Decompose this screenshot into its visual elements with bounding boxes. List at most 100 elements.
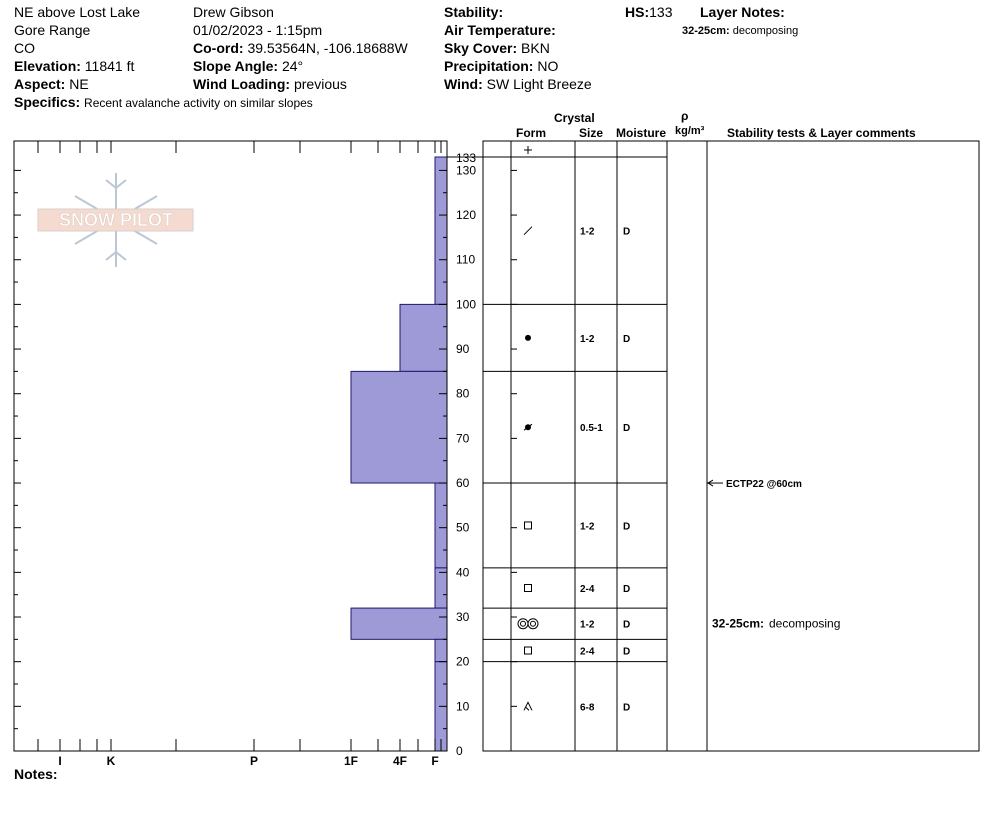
slash-stroke xyxy=(523,423,533,431)
y-tick-label-110: 110 xyxy=(456,253,475,267)
layer-bar-5 xyxy=(350,607,448,640)
coord-value: 39.53564N, -106.18688W xyxy=(247,40,408,56)
logo-text: SNOW PILOT xyxy=(59,210,173,230)
layer-bar-4 xyxy=(434,567,448,609)
elevation-label: Elevation: xyxy=(14,58,81,74)
layer-notes-label: Layer Notes: xyxy=(700,4,785,20)
precipitation: Precipitation: NO xyxy=(444,58,558,74)
sky-cover: Sky Cover: BKN xyxy=(444,40,550,56)
y-tick-label-100: 100 xyxy=(456,297,476,311)
precip-label: Precipitation: xyxy=(444,58,534,74)
slope-value: 24° xyxy=(281,58,304,74)
layer-moisture-2: D xyxy=(623,423,630,434)
layer-moisture-7: D xyxy=(623,702,630,713)
sky-value: BKN xyxy=(521,40,550,56)
hardness-label-P: P xyxy=(250,754,258,768)
slope-label: Slope Angle: xyxy=(193,58,279,74)
y-tick-label-80: 80 xyxy=(456,387,470,401)
specifics-value: Recent avalanche activity on similar slo… xyxy=(84,96,313,110)
layer-size-4: 2-4 xyxy=(580,584,595,595)
specifics-label: Specifics: xyxy=(14,94,81,110)
ring xyxy=(527,618,539,630)
notes-label: Notes: xyxy=(14,766,58,782)
test-arrow-0 xyxy=(707,479,714,487)
aspect-label: Aspect: xyxy=(14,76,66,92)
rho-header: ρ xyxy=(681,109,689,123)
layer-notes-range: 32-25cm: xyxy=(682,25,730,37)
crystal-header: Crystal xyxy=(554,111,595,125)
sky-label: Sky Cover: xyxy=(444,40,518,56)
layer-bar-3 xyxy=(434,482,448,569)
square xyxy=(524,646,532,655)
hs-value: 133 xyxy=(649,4,673,20)
observer: Drew Gibson xyxy=(193,4,274,20)
range: Gore Range xyxy=(14,22,91,38)
y-tick-label-0: 0 xyxy=(456,744,463,758)
layer-moisture-0: D xyxy=(623,227,630,238)
layer-size-5: 1-2 xyxy=(580,620,595,631)
hardness-label-I: I xyxy=(58,754,61,768)
aspect-value: NE xyxy=(69,76,89,92)
hardness-label-4F: 4F xyxy=(393,754,407,768)
air-temp-label: Air Temperature: xyxy=(444,22,556,38)
aspect: Aspect: NE xyxy=(14,76,89,92)
square xyxy=(524,521,532,530)
layer-size-2: 0.5-1 xyxy=(580,423,603,434)
caret-stroke xyxy=(525,706,530,711)
comment-range-0: 32-25cm: xyxy=(712,617,764,631)
grain-form-fc-6 xyxy=(524,646,532,655)
y-tick-label-10: 10 xyxy=(456,699,470,713)
y-tick-label-130: 130 xyxy=(456,163,476,177)
y-tick-label-90: 90 xyxy=(456,342,470,356)
table-frame xyxy=(482,140,980,752)
hardness-label-1F: 1F xyxy=(344,754,358,768)
wind-loading-value: previous xyxy=(293,76,347,92)
grain-form-sh-5 xyxy=(517,618,539,630)
wind-loading-label: Wind Loading: xyxy=(193,76,291,92)
layer-moisture-5: D xyxy=(623,620,630,631)
hardness-label-K: K xyxy=(107,754,116,768)
layer-bar-1 xyxy=(399,303,448,372)
ring xyxy=(520,620,526,627)
y-tick-label-70: 70 xyxy=(456,431,470,445)
density-unit-header: kg/m³ xyxy=(675,125,705,137)
y-tick-label-60: 60 xyxy=(456,476,470,490)
layer-size-6: 2-4 xyxy=(580,647,595,658)
layer-notes-value: decomposing xyxy=(732,25,799,37)
elevation-value: 11841 ft xyxy=(84,58,135,74)
y-tick-label-40: 40 xyxy=(456,565,470,579)
hs-label: HS: xyxy=(625,4,650,20)
wind-loading: Wind Loading: previous xyxy=(193,76,347,92)
hs-tick-label: 133 xyxy=(456,151,476,165)
layer-notes: 32-25cm: decomposing xyxy=(682,23,798,39)
layer-moisture-6: D xyxy=(623,647,630,658)
dot xyxy=(525,334,531,341)
y-tick-label-50: 50 xyxy=(456,521,470,535)
grain-form-dh-7 xyxy=(523,701,533,711)
comment-text-0: decomposing xyxy=(769,617,840,631)
plot-frame xyxy=(13,140,448,752)
test-label-0: ECTP22 @60cm xyxy=(726,479,802,490)
layer-size-3: 1-2 xyxy=(580,521,595,532)
precip-value: NO xyxy=(537,58,559,74)
stability-label: Stability: xyxy=(444,4,504,20)
y-tick-label-30: 30 xyxy=(456,610,470,624)
comments-header: Stability tests & Layer comments xyxy=(727,126,916,140)
y-tick-label-20: 20 xyxy=(456,655,470,669)
square xyxy=(524,583,532,592)
hs: HS:133 xyxy=(625,4,672,20)
snowpilot-logo: SNOW PILOT xyxy=(37,173,194,267)
elevation: Elevation: 11841 ft xyxy=(14,58,134,74)
caret xyxy=(523,701,533,711)
grain-form-rgxf-2 xyxy=(523,423,533,431)
moisture-header: Moisture xyxy=(616,126,667,140)
size-header: Size xyxy=(579,126,604,140)
grain-form-fc-3 xyxy=(524,521,532,530)
grain-form-df-0 xyxy=(523,226,533,236)
datetime: 01/02/2023 - 1:15pm xyxy=(193,22,323,38)
wind: Wind: SW Light Breeze xyxy=(444,76,592,92)
ring xyxy=(517,618,529,630)
layer-size-1: 1-2 xyxy=(580,334,595,345)
ring xyxy=(530,620,536,627)
